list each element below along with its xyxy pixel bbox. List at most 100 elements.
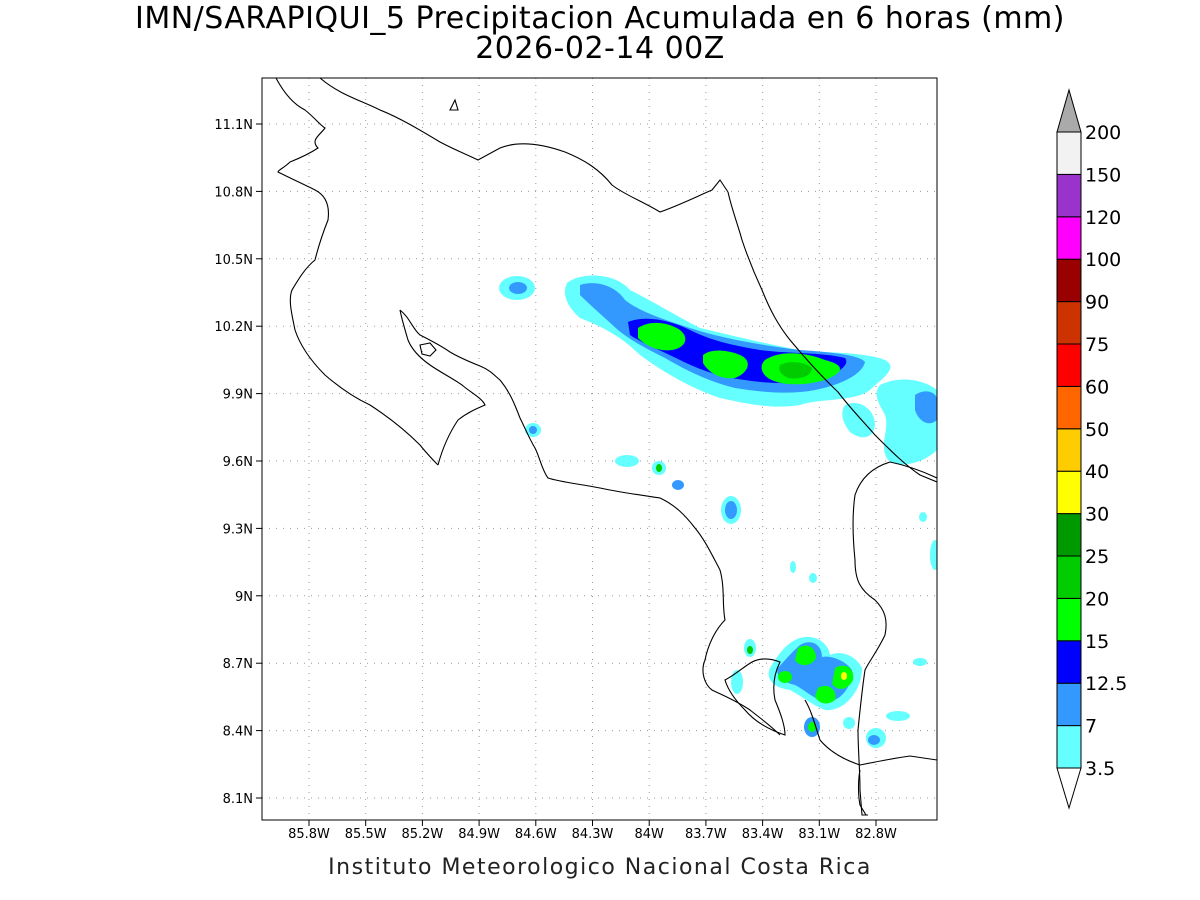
y-tick-label: 10.5N — [214, 253, 253, 268]
colorbar-segment — [1056, 555, 1082, 599]
x-tick-label: 84.3W — [572, 827, 614, 842]
footer-credit: Instituto Meteorologico Nacional Costa R… — [328, 855, 872, 880]
precip-south-cell-n — [843, 717, 855, 729]
colorbar-label: 200 — [1085, 122, 1121, 144]
y-tick-label: 9.9N — [223, 388, 253, 403]
colorbar-label: 3.5 — [1085, 758, 1115, 780]
precip-south-cell-k-core — [747, 646, 753, 654]
colorbar-segment — [1056, 385, 1082, 430]
panama-border — [852, 461, 937, 816]
colorbar-label: 50 — [1085, 419, 1109, 441]
colorbar-label: 20 — [1085, 588, 1109, 610]
colorbar-segment — [1056, 301, 1082, 345]
precip-south-green-1 — [795, 645, 816, 666]
y-tick-label: 8.7N — [223, 657, 253, 672]
precip-south-cell-m-core — [808, 722, 816, 732]
precip-cell-i — [930, 540, 937, 570]
precip-east-blue — [915, 391, 937, 424]
osa-peninsula — [724, 658, 786, 736]
x-axis: 85.8W 85.5W 85.2W 84.9W 84.6W 84.3W 84W 83.7W 83… — [288, 820, 897, 842]
colorbar-segment — [1056, 640, 1082, 684]
colorbar-label: 100 — [1085, 249, 1121, 271]
y-tick-label: 9.6N — [223, 455, 253, 470]
colorbar-label: 150 — [1085, 164, 1121, 186]
colorbar-label: 120 — [1085, 207, 1121, 229]
x-tick-label: 84.6W — [515, 827, 557, 842]
precip-core-darkgreen — [779, 362, 812, 379]
precip-cell-e — [672, 480, 684, 490]
x-tick-label: 83.1W — [798, 827, 840, 842]
north-pacific-coast — [275, 78, 439, 466]
graticule — [262, 78, 937, 820]
colorbar-segment — [1056, 428, 1082, 472]
precip-south-green-4 — [778, 671, 792, 683]
precip-east-cyan-2 — [842, 402, 875, 438]
coastlines — [275, 78, 937, 816]
colorbar-segment — [1056, 343, 1082, 387]
colorbar-segment — [1056, 216, 1082, 260]
precip-cell-j — [919, 512, 927, 522]
colorbar-segment — [1056, 725, 1082, 769]
colorbar: 3.5 7 12.5 15 20 25 30 40 50 60 75 90 100 120 150 200 — [1056, 88, 1127, 810]
precipitation-field — [499, 275, 937, 748]
y-axis: 11.1N 10.8N 10.5N 10.2N 9.9N 9.6N 9.3N 9N 8.7N 8.… — [214, 118, 262, 807]
golfo-dulce — [804, 699, 937, 766]
colorbar-label: 60 — [1085, 376, 1109, 398]
colorbar-label: 7 — [1085, 716, 1097, 738]
precip-cell-c — [615, 455, 639, 467]
x-tick-label: 84.9W — [458, 827, 500, 842]
nicaragua-border — [319, 78, 729, 213]
colorbar-segment — [1056, 131, 1082, 175]
colorbar-label: 40 — [1085, 461, 1109, 483]
y-tick-label: 9N — [235, 590, 253, 605]
colorbar-segment — [1056, 173, 1082, 218]
map-datetime: 2026-02-14 00Z — [475, 31, 725, 66]
map-frame — [261, 77, 938, 821]
colorbar-high-arrow — [1056, 88, 1082, 133]
x-tick-label: 85.5W — [345, 827, 387, 842]
x-tick-label: 84W — [634, 827, 664, 842]
y-tick-label: 11.1N — [214, 118, 253, 133]
caribbean-coast — [727, 191, 937, 483]
precip-south-cell-p — [886, 711, 910, 721]
x-tick-label: 85.2W — [401, 827, 443, 842]
precip-cell-f-core — [725, 501, 737, 519]
map-title: IMN/SARAPIQUI_5 Precipitacion Acumulada … — [135, 1, 1065, 36]
precip-cell-b-core — [529, 426, 537, 434]
nicoya-gulf — [399, 309, 781, 736]
x-tick-label: 83.4W — [742, 827, 784, 842]
precip-south-cell-o-core — [868, 735, 880, 745]
precip-cell-a-core — [509, 282, 527, 294]
colorbar-label: 30 — [1085, 504, 1109, 526]
x-tick-label: 85.8W — [288, 827, 330, 842]
y-tick-label: 10.2N — [214, 320, 253, 335]
colorbar-label: 90 — [1085, 292, 1109, 314]
y-tick-label: 8.4N — [223, 725, 253, 740]
colorbar-label: 75 — [1085, 334, 1109, 356]
colorbar-segment — [1056, 597, 1082, 642]
precip-core-green-1 — [638, 322, 686, 351]
burica-point — [857, 769, 867, 816]
precip-south-green-3 — [815, 685, 836, 704]
precip-cell-g — [790, 561, 796, 573]
x-tick-label: 83.7W — [685, 827, 727, 842]
nicoya-coast-inner — [399, 309, 486, 466]
small-island — [449, 98, 459, 111]
colorbar-segment — [1056, 513, 1082, 557]
y-tick-label: 10.8N — [214, 185, 253, 200]
colorbar-segment — [1056, 258, 1082, 303]
colorbar-segment — [1056, 470, 1082, 515]
island-chira — [419, 342, 437, 357]
x-tick-label: 82.8W — [855, 827, 897, 842]
precip-south-cell-l — [731, 670, 743, 694]
precip-cell-h — [809, 573, 817, 583]
y-tick-label: 8.1N — [223, 792, 253, 807]
precip-south-cell-q — [913, 658, 927, 666]
colorbar-label: 15 — [1085, 631, 1109, 653]
y-tick-label: 9.3N — [223, 522, 253, 537]
colorbar-segment — [1056, 682, 1082, 727]
precip-cell-d-core — [656, 464, 662, 472]
colorbar-low-arrow — [1056, 767, 1082, 810]
precip-core-green-2 — [703, 350, 748, 379]
